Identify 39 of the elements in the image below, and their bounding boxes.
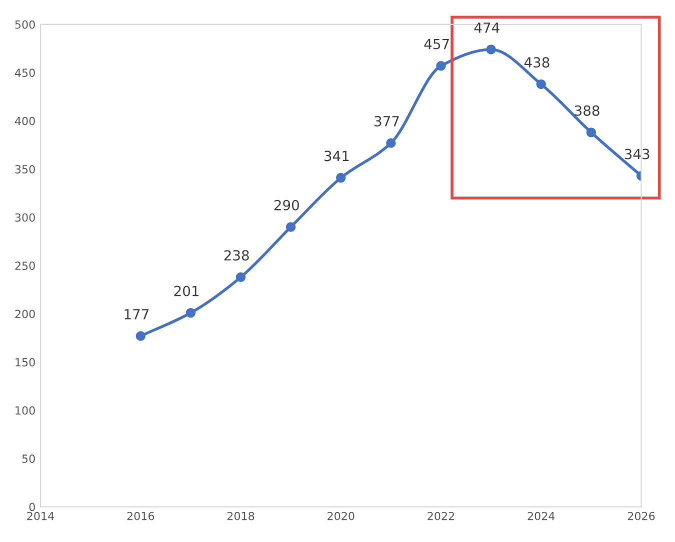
y-tick-label: 400 — [14, 116, 35, 126]
point — [536, 79, 546, 90]
y-tick-label: 150 — [16, 358, 35, 366]
y-tick-label: 450 — [14, 68, 35, 78]
y-tick-label: 200 — [15, 310, 35, 318]
data-label: 438 — [524, 57, 550, 68]
y-tick-label: 350 — [15, 165, 35, 174]
data-label: 457 — [424, 38, 449, 50]
point — [336, 172, 346, 183]
data-label: 290 — [274, 200, 299, 210]
x-tick-label: 2018 — [227, 512, 254, 520]
y-tick-label: 0 — [29, 502, 35, 512]
y-tick-label: 500 — [15, 20, 35, 29]
point — [286, 222, 296, 232]
x-tick-label: 2024 — [528, 512, 555, 520]
x-tick-label: 2020 — [328, 512, 354, 520]
data-label: 388 — [574, 105, 600, 116]
y-tick-label: 50 — [22, 454, 35, 463]
data-label: 201 — [174, 286, 198, 296]
point — [386, 138, 396, 148]
data-label: 341 — [324, 150, 349, 162]
x-tick-label: 2014 — [27, 512, 54, 520]
point — [486, 44, 496, 54]
x-tick-label: 2016 — [127, 512, 154, 520]
x-tick-label: 2026 — [628, 512, 655, 520]
y-tick-label: 300 — [15, 213, 35, 222]
point — [586, 128, 596, 138]
point — [236, 272, 246, 282]
data-label: 377 — [374, 116, 399, 126]
point — [436, 61, 446, 71]
x-tick-label: 2022 — [428, 512, 454, 520]
data-label: 238 — [224, 250, 249, 261]
y-tick-label: 250 — [15, 262, 35, 270]
data-label: 474 — [474, 22, 500, 33]
y-tick-label: 100 — [16, 406, 35, 415]
data-label: 177 — [124, 309, 149, 320]
point — [136, 331, 146, 341]
point — [186, 308, 196, 318]
data-label: 343 — [624, 148, 650, 160]
